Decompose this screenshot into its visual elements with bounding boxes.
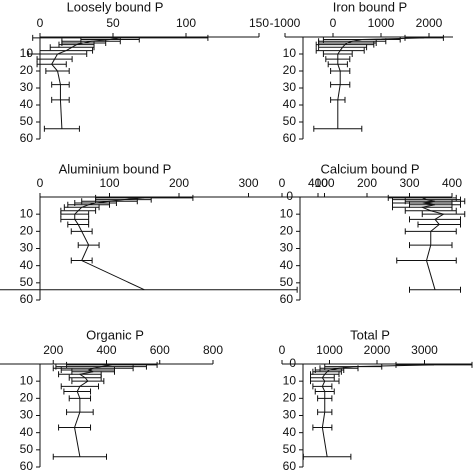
y-tick-label: 10	[20, 206, 34, 220]
y-tick-label: 50	[283, 114, 297, 128]
y-tick-label: 60	[283, 131, 297, 145]
x-tick-label: 400	[96, 343, 116, 357]
y-tick-label: 30	[283, 80, 297, 94]
x-tick-label: 150	[249, 16, 269, 30]
x-tick-label: 200	[169, 176, 189, 190]
profile-line	[321, 364, 435, 457]
y-tick-label: 20	[20, 391, 34, 405]
panel-title: Organic P	[86, 327, 144, 342]
x-tick-label: 50	[106, 16, 120, 30]
y-tick-label: 30	[20, 241, 34, 255]
y-tick-label: 10	[20, 46, 34, 60]
x-tick-label: 0	[279, 343, 286, 357]
y-tick-label: 60	[20, 459, 34, 473]
y-tick-label: 20	[283, 63, 297, 77]
x-tick-label: 1000	[368, 16, 395, 30]
x-tick-label: 2000	[416, 16, 443, 30]
y-tick-label: 10	[20, 373, 34, 387]
y-tick-label: 30	[20, 408, 34, 422]
y-tick-label: 40	[20, 97, 34, 111]
x-tick-label: 100	[314, 176, 334, 190]
x-tick-label: 400	[308, 176, 328, 190]
y-tick-label: 0	[289, 356, 296, 370]
x-tick-label: 200	[357, 176, 377, 190]
y-tick-label: 30	[20, 80, 34, 94]
x-tick-label: 300	[238, 176, 258, 190]
profile-line	[337, 37, 425, 129]
y-tick-label: 50	[280, 275, 294, 289]
x-tick-label: 3000	[411, 343, 438, 357]
y-tick-label: 50	[20, 275, 34, 289]
x-tick-label: 0	[37, 16, 44, 30]
y-tick-label: 0	[286, 189, 293, 203]
x-tick-label: 300	[399, 176, 419, 190]
panel-title: Loosely bound P	[67, 0, 164, 14]
y-tick-label: 30	[280, 241, 294, 255]
panel-title: Aluminium bound P	[59, 161, 172, 176]
y-tick-label: 40	[20, 425, 34, 439]
y-tick-label: 60	[20, 292, 34, 306]
profile-line	[420, 197, 445, 290]
panel-title: Iron bound P	[333, 0, 407, 14]
x-tick-label: 100	[99, 176, 119, 190]
y-tick-label: 20	[280, 224, 294, 238]
y-tick-label: 50	[20, 442, 34, 456]
profile-line	[74, 197, 145, 291]
x-tick-label: 2000	[364, 343, 391, 357]
x-tick-label: 100	[176, 16, 196, 30]
x-tick-label: 0	[330, 16, 337, 30]
y-tick-label: 20	[20, 63, 34, 77]
y-tick-label: 60	[283, 459, 297, 473]
x-tick-label: 800	[203, 343, 223, 357]
error-bar	[395, 361, 473, 368]
x-tick-label: 0	[279, 176, 286, 190]
y-tick-label: 20	[20, 224, 34, 238]
x-tick-label: 1000	[316, 343, 343, 357]
y-tick-label: 30	[283, 408, 297, 422]
y-tick-label: 10	[283, 46, 297, 60]
error-bar	[0, 286, 298, 293]
profile-line	[74, 364, 112, 457]
y-tick-label: 40	[283, 97, 297, 111]
x-tick-label: 0	[37, 176, 44, 190]
y-tick-label: 40	[283, 425, 297, 439]
y-tick-label: 20	[283, 391, 297, 405]
y-tick-label: 60	[20, 131, 34, 145]
y-tick-label: 60	[280, 292, 294, 306]
y-tick-label: 10	[283, 373, 297, 387]
profile-line	[51, 37, 121, 129]
y-tick-label: 10	[280, 206, 294, 220]
x-tick-label: 400	[442, 176, 462, 190]
y-tick-label: 50	[20, 114, 34, 128]
y-tick-label: 50	[283, 442, 297, 456]
x-tick-label: -1000	[270, 16, 301, 30]
panel-title: Calcium bound P	[321, 161, 420, 176]
panel-title: Total P	[350, 327, 390, 342]
x-tick-label: 200	[43, 343, 63, 357]
x-tick-label: 600	[150, 343, 170, 357]
y-tick-label: 40	[20, 258, 34, 272]
y-tick-label: 40	[280, 258, 294, 272]
